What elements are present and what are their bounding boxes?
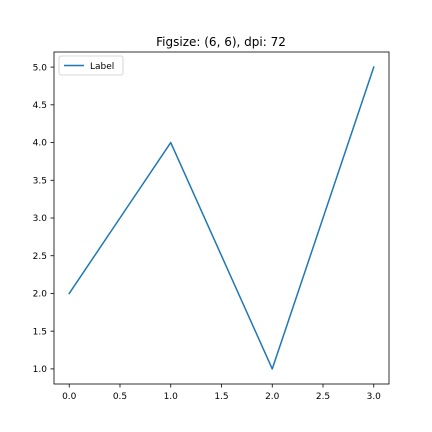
x-tick-label: 2.5 [316,392,330,402]
plot-series [68,66,375,370]
legend: Label [58,55,124,76]
y-tick-label: 1.5 [33,327,47,337]
y-tick-label: 4.5 [33,101,47,111]
y-tick-label: 2.0 [33,290,48,300]
y-tick-label: 3.5 [33,176,47,186]
x-tick-label: 3.0 [367,392,382,402]
y-tick-label: 4.0 [33,139,48,149]
y-tick-label: 1.0 [33,365,48,375]
x-tick-label: 0.5 [113,392,127,402]
plot-frame [53,51,390,385]
x-tick-label: 1.5 [214,392,228,402]
y-tick-label: 2.5 [33,252,47,262]
x-tick-label: 2.0 [265,392,280,402]
x-tick-label: 1.0 [164,392,179,402]
y-axis: 1.0 1.5 2.0 2.5 3.0 3.5 4.0 4.5 5.0 [33,63,54,375]
legend-label: Label [90,62,114,72]
legend-box [58,55,124,76]
y-tick-label: 5.0 [33,63,48,73]
x-tick-label: 0.0 [62,392,77,402]
y-tick-label: 3.0 [33,214,48,224]
chart-title: Figsize: (6, 6), dpi: 72 [156,35,286,49]
series-line [68,66,375,370]
x-axis: 0.0 0.5 1.0 1.5 2.0 2.5 3.0 [62,384,381,402]
